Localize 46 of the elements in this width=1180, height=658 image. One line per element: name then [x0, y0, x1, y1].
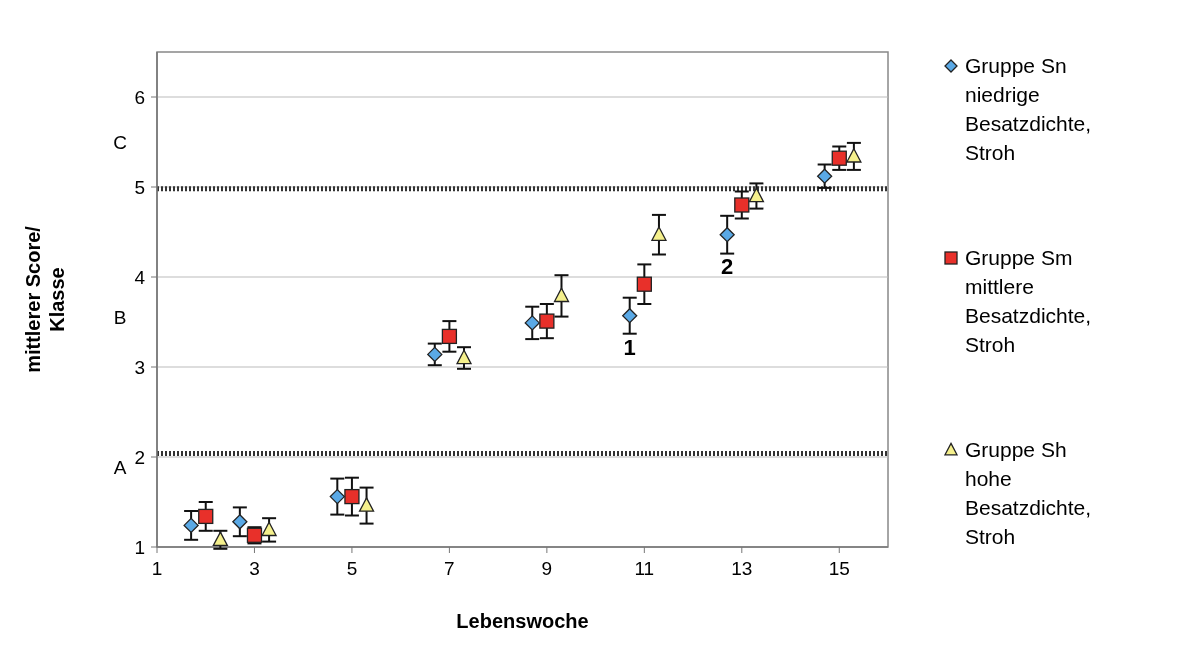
point [734, 197, 750, 213]
y-tick-label: 5 [134, 176, 145, 198]
x-tick-label: 7 [444, 558, 455, 579]
legend-label: Gruppe Sn niedrige Besatzdichte, Stroh [965, 54, 1092, 165]
point [232, 514, 248, 530]
point [358, 497, 375, 512]
point [524, 315, 540, 331]
x-tick-label: 15 [828, 558, 850, 579]
point [261, 521, 277, 537]
point [846, 148, 862, 163]
text: A [113, 456, 127, 478]
point [329, 488, 345, 505]
point [456, 349, 472, 365]
point [539, 313, 555, 329]
point [651, 226, 667, 241]
x-tick-label: 5 [346, 558, 358, 579]
point [817, 168, 833, 184]
x-tick-label: 11 [634, 558, 655, 579]
point [344, 488, 360, 505]
point [553, 287, 570, 303]
y-tick-label: 6 [134, 86, 145, 108]
legend-label: Gruppe Sm mittlere Besatzdichte, Stroh [965, 246, 1092, 357]
point [831, 150, 847, 166]
point [748, 187, 765, 203]
text: C [113, 131, 127, 153]
point [198, 508, 214, 525]
y-tick-label: 4 [134, 266, 146, 288]
point [427, 346, 443, 363]
annotation: 2 [721, 254, 734, 280]
y-axis-title: mittlerer Score/ Klasse [22, 225, 68, 373]
text: B [113, 306, 127, 328]
x-tick-label: 13 [731, 558, 753, 579]
point [183, 517, 199, 534]
x-axis-title: Lebenswoche [456, 610, 589, 632]
point [441, 328, 458, 345]
x-tick-label: 9 [541, 558, 553, 579]
point [636, 276, 652, 292]
y-tick-label: 2 [134, 446, 145, 468]
y-tick-label: 3 [134, 356, 145, 378]
x-tick-label: 1 [151, 558, 163, 579]
y-tick-label: 1 [134, 536, 145, 558]
legend-label: Gruppe Sh hohe Besatzdichte, Stroh [965, 438, 1092, 549]
point [622, 308, 638, 324]
x-tick-label: 3 [249, 558, 260, 579]
annotation: 1 [623, 335, 636, 361]
point [719, 227, 735, 243]
